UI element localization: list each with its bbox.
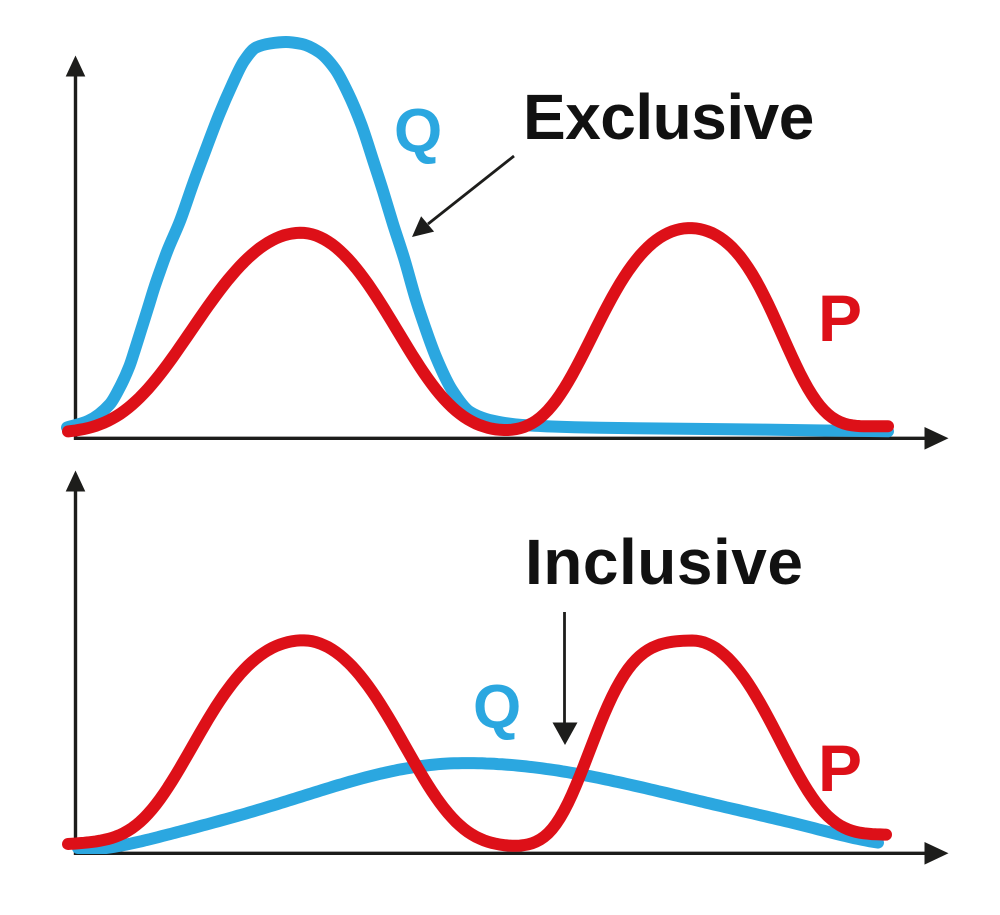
svg-text:Q: Q [473,673,521,742]
svg-text:P: P [818,281,862,355]
svg-text:Exclusive: Exclusive [523,81,814,153]
svg-text:P: P [818,731,862,805]
svg-text:Q: Q [394,97,442,166]
svg-text:Inclusive: Inclusive [525,526,803,598]
